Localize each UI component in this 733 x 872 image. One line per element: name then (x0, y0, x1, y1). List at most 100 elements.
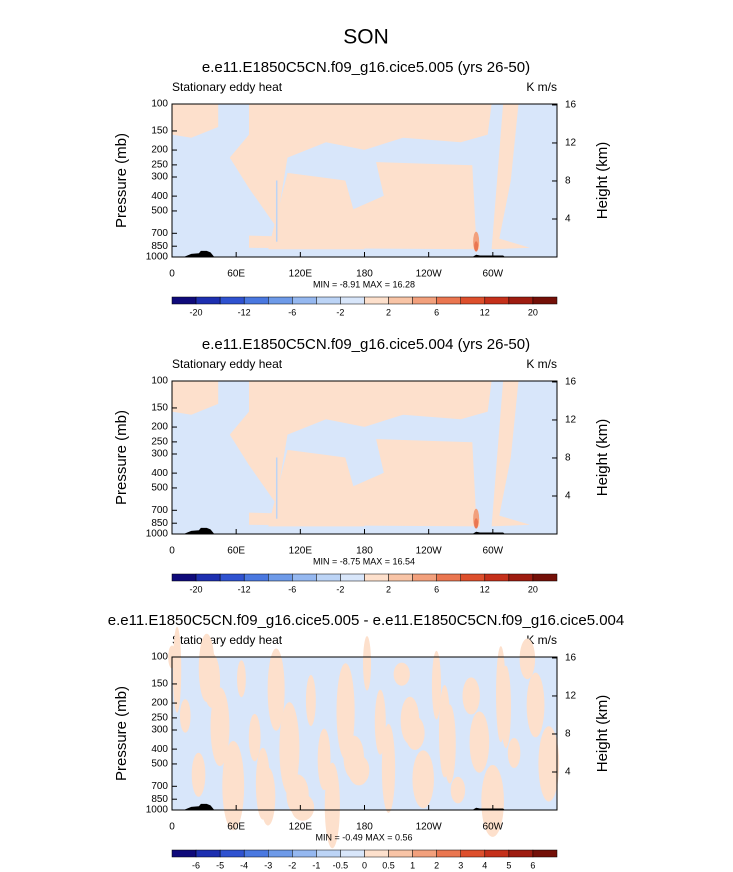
colorbar-box (195, 296, 221, 305)
contour-region (500, 665, 511, 749)
x-tick-label: 120E (289, 822, 313, 833)
colorbar-box (171, 573, 197, 582)
contour-region (279, 702, 300, 795)
y2-axis-label: Height (km) (594, 419, 611, 497)
contour-region (363, 636, 372, 691)
y2-tick-label: 8 (565, 176, 571, 187)
colorbar-label: 5 (506, 860, 511, 870)
y-tick-label: 300 (151, 449, 168, 460)
orography (472, 254, 505, 257)
contour-region (519, 638, 536, 680)
colorbar-label: -6 (288, 307, 296, 317)
x-tick-label: 180 (356, 546, 373, 557)
subtitle: Stationary eddy heat (172, 357, 283, 371)
y2-tick-label: 16 (565, 377, 577, 388)
y-tick-label: 500 (151, 206, 168, 217)
units: K m/s (526, 80, 557, 94)
colorbar-box (171, 849, 197, 858)
colorbar-box (243, 573, 269, 582)
colorbar-box (340, 573, 365, 582)
y-tick-label: 150 (151, 403, 168, 414)
y-tick-label: 700 (151, 505, 168, 516)
contour-region (237, 660, 246, 698)
orography (472, 807, 505, 810)
colorbar-box (412, 296, 437, 305)
contour-region (172, 381, 219, 415)
colorbar-box (436, 849, 461, 858)
contour-region (474, 241, 479, 252)
colorbar-label: 20 (528, 584, 538, 594)
x-tick-label: 60E (227, 546, 245, 557)
y-tick-label: 150 (151, 126, 168, 137)
y2-tick-label: 8 (565, 729, 571, 740)
y-tick-label: 850 (151, 518, 168, 529)
contour-region (324, 762, 340, 849)
colorbar-label: -6 (288, 584, 296, 594)
y-tick-label: 1000 (146, 252, 169, 263)
colorbar-box (460, 849, 486, 858)
colorbar-box (292, 573, 317, 582)
contour-region (267, 648, 285, 731)
colorbar-label: 12 (480, 584, 490, 594)
contour-region (268, 172, 365, 250)
contour-region (203, 653, 221, 708)
contour-region (481, 765, 504, 837)
colorbar-box (219, 296, 245, 305)
chart-title: e.e11.E1850C5CN.f09_g16.cice5.004 (yrs 2… (202, 336, 530, 353)
contour-region (462, 677, 480, 715)
y-tick-label: 250 (151, 713, 168, 724)
colorbar-box (436, 296, 461, 305)
y-tick-label: 400 (151, 191, 168, 202)
subtitle: Stationary eddy heat (172, 633, 283, 647)
stats: MIN = -8.91 MAX = 16.28 (313, 279, 415, 289)
x-tick-label: 120W (416, 546, 443, 557)
colorbar-label: -12 (238, 584, 251, 594)
colorbar-label: -12 (238, 307, 251, 317)
colorbar-box (412, 849, 437, 858)
colorbar-box (340, 296, 365, 305)
colorbar-box (268, 849, 293, 858)
colorbar-box (292, 296, 317, 305)
y2-tick-label: 4 (565, 767, 571, 778)
y-tick-label: 200 (151, 145, 168, 156)
colorbar-box (388, 296, 413, 305)
y-tick-label: 400 (151, 744, 168, 755)
x-tick-label: 60W (483, 546, 504, 557)
colorbar-box (412, 573, 437, 582)
y-tick-label: 850 (151, 241, 168, 252)
colorbar-box (484, 849, 510, 858)
x-tick-label: 60W (483, 269, 504, 280)
colorbar-box (484, 296, 510, 305)
contour-region (348, 755, 370, 786)
subtitle: Stationary eddy heat (172, 80, 283, 94)
contour-region (491, 104, 530, 250)
contour-region (450, 776, 466, 804)
contour-region (474, 518, 479, 529)
y-tick-label: 1000 (146, 529, 169, 540)
colorbar-box (508, 849, 534, 858)
orography (472, 531, 505, 534)
colorbar-box (436, 573, 461, 582)
colorbar-box (195, 849, 221, 858)
stats: MIN = -8.75 MAX = 16.54 (313, 556, 415, 566)
units: K m/s (526, 357, 557, 371)
colorbar-box (316, 296, 341, 305)
colorbar-box (316, 849, 341, 858)
y-tick-label: 250 (151, 160, 168, 171)
contour-region (179, 699, 191, 733)
colorbar-label: 6 (530, 860, 535, 870)
colorbar-box (268, 296, 293, 305)
colorbar-box (171, 296, 197, 305)
y-tick-label: 300 (151, 172, 168, 183)
y-tick-label: 850 (151, 794, 168, 805)
colorbar-box (219, 573, 245, 582)
x-tick-label: 0 (169, 269, 175, 280)
colorbar-label: 4 (482, 860, 487, 870)
y-tick-label: 500 (151, 483, 168, 494)
y2-tick-label: 12 (565, 138, 577, 149)
x-tick-label: 120E (289, 269, 313, 280)
y-tick-label: 700 (151, 781, 168, 792)
colorbar-label: -3 (264, 860, 272, 870)
y2-tick-label: 4 (565, 491, 571, 502)
x-tick-label: 60E (227, 822, 245, 833)
